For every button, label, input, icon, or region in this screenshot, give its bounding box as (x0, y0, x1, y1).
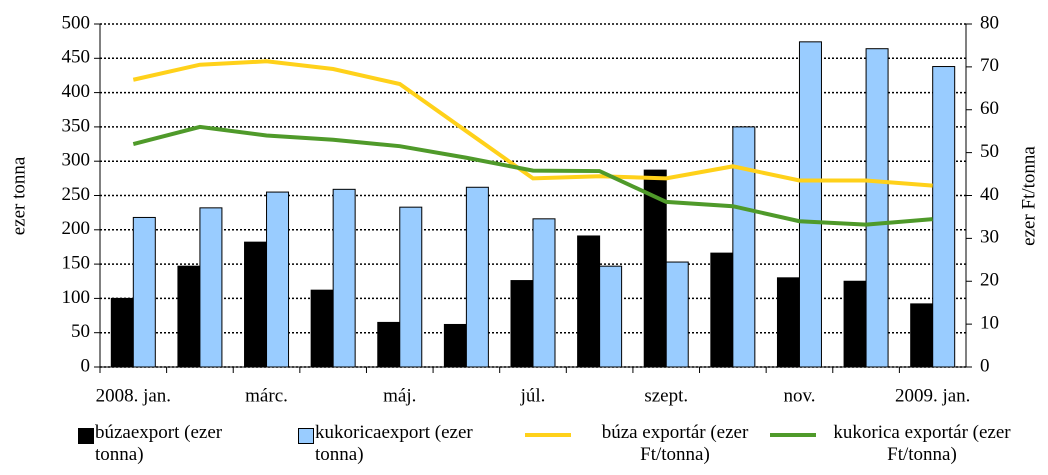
y-tick-label: 250 (62, 184, 91, 205)
bar (377, 321, 401, 368)
y2-tick-label: 0 (980, 355, 990, 376)
bar (177, 265, 201, 368)
chart: ezer tonna ezer Ft/tonna 050100150200250… (8, 12, 1039, 406)
y2-tick-label: 60 (980, 98, 999, 119)
x-tick-label: nov. (783, 385, 815, 406)
bar (798, 41, 822, 368)
bar (843, 280, 867, 368)
legend-label: búzaexport (ezer tonna) (95, 422, 223, 465)
bar (532, 218, 556, 368)
y-tick-label: 300 (62, 150, 91, 171)
legend-label: kukorica exportár (ezer Ft/tonna) (833, 422, 1011, 465)
bar (132, 216, 156, 368)
y2-tick-label: 10 (980, 312, 999, 333)
bar (577, 235, 601, 368)
x-tick-label: júl. (520, 385, 546, 406)
y2-tick-label: 40 (980, 184, 999, 205)
line (132, 124, 933, 227)
bar (910, 303, 934, 368)
bar (465, 186, 489, 368)
bar (310, 289, 334, 368)
bar (665, 261, 689, 368)
bar (865, 48, 889, 368)
x-tick-label: 2008. jan. (96, 385, 171, 406)
legend-swatch (770, 433, 816, 437)
y2-tick-label: 80 (980, 12, 999, 33)
y-tick-label: 450 (62, 47, 91, 68)
y-tick-label: 0 (81, 355, 91, 376)
y-tick-label: 100 (62, 287, 91, 308)
x-tick-label: máj. (383, 385, 416, 406)
y2-tick-label: 30 (980, 227, 999, 248)
y2-tick-label: 20 (980, 270, 999, 291)
legend-swatch (298, 428, 314, 444)
bar (199, 207, 223, 368)
bar (244, 241, 268, 368)
bar (932, 66, 956, 368)
x-tick-label: szept. (644, 385, 688, 406)
bar (110, 297, 134, 368)
y-tick-label: 350 (62, 115, 91, 136)
bar (443, 323, 467, 368)
legend-swatch (525, 433, 571, 437)
bar (399, 206, 423, 368)
legend-swatch (78, 428, 94, 444)
bar (710, 252, 734, 368)
y2-tick-label: 70 (980, 55, 999, 76)
bar (332, 188, 356, 368)
bar (266, 191, 290, 368)
bar (732, 126, 756, 368)
y-axis-label: ezer tonna (8, 156, 29, 235)
y-tick-label: 150 (62, 252, 91, 273)
y-tick-label: 500 (62, 12, 91, 33)
line (132, 59, 933, 188)
y-tick-label: 200 (62, 218, 91, 239)
bar (510, 280, 534, 368)
legend-label: kukoricaexport (ezer tonna) (315, 422, 473, 465)
y2-tick-label: 50 (980, 141, 999, 162)
x-tick-label: 2009. jan. (895, 385, 970, 406)
bar (599, 265, 623, 368)
x-tick-label: márc. (245, 385, 288, 406)
bar (776, 277, 800, 368)
y2-axis-label: ezer Ft/tonna (1018, 146, 1039, 246)
y-tick-label: 400 (62, 81, 91, 102)
y-tick-label: 50 (71, 321, 90, 342)
legend-label: búza exportár (ezer Ft/tonna) (601, 422, 749, 465)
